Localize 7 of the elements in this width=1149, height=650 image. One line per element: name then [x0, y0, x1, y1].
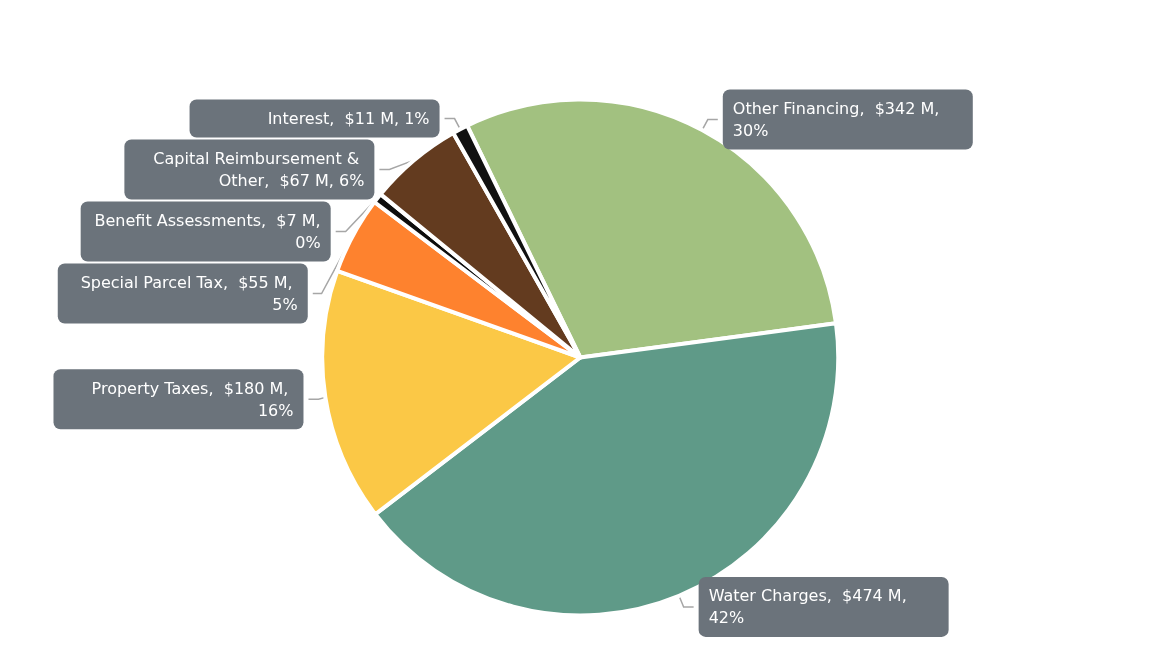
slice-label: Capital Reimbursement & Other, $67 M, 6% [153, 149, 365, 191]
slice-label: Water Charges, $474 M, 42% [708, 586, 912, 628]
slice-label: Property Taxes, $180 M, 16% [91, 378, 294, 420]
slice-label: Other Financing, $342 M, 30% [732, 99, 945, 141]
slice-label: Benefit Assessments, $7 M, 0% [94, 211, 321, 253]
slice-label: Interest, $11 M, 1% [267, 109, 430, 129]
slice-label: Special Parcel Tax, $55 M, 5% [80, 273, 298, 315]
